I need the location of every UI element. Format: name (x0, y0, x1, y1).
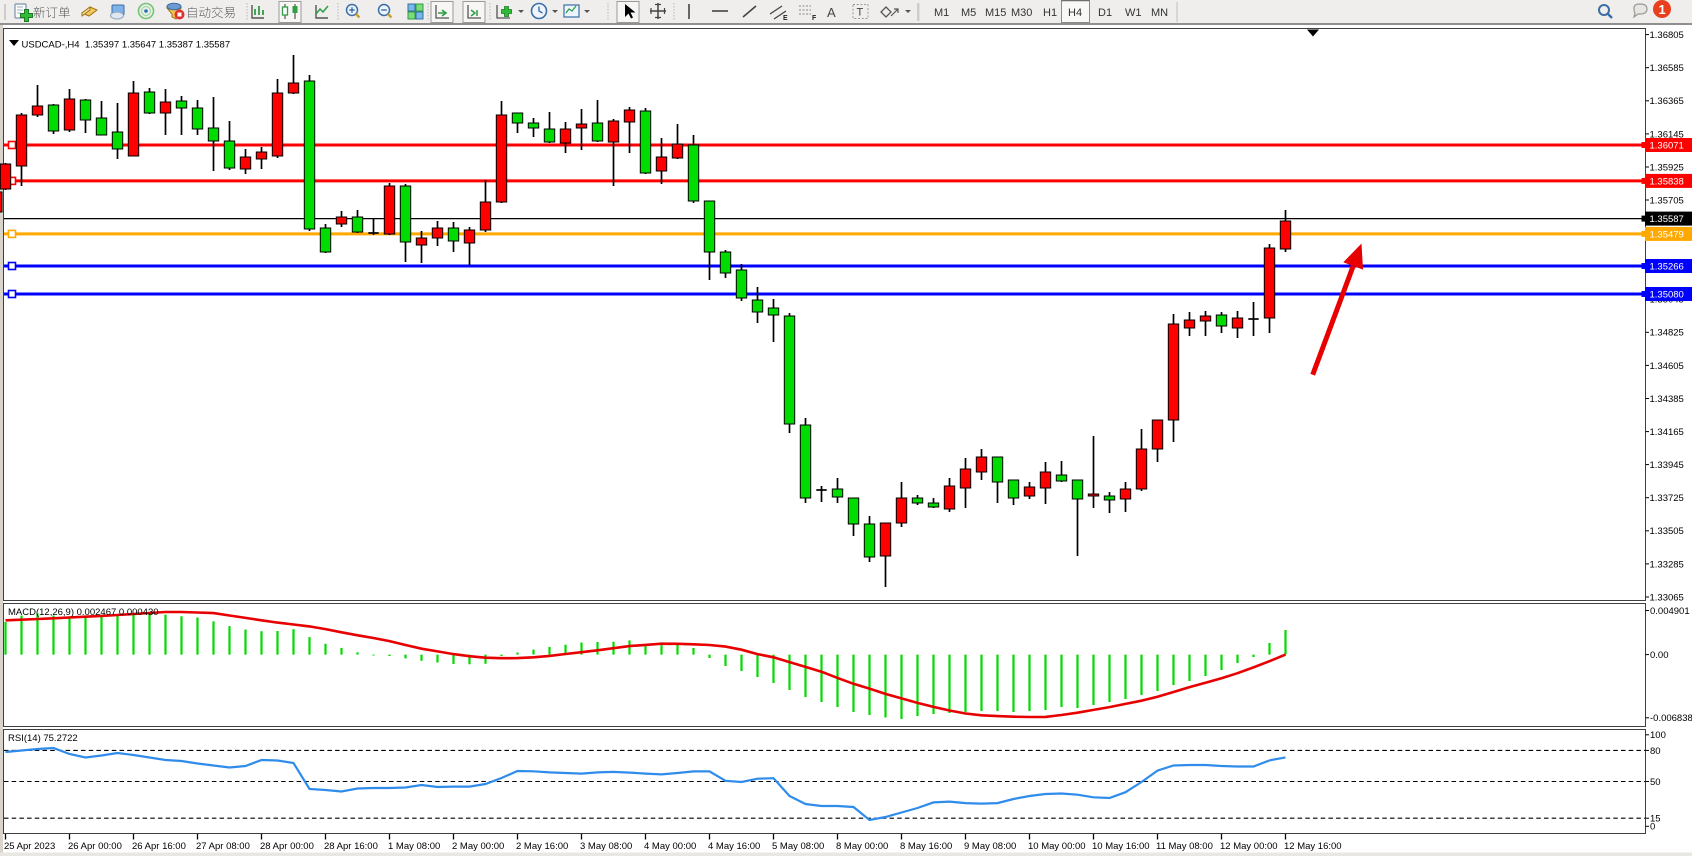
svg-text:D1: D1 (1098, 7, 1112, 19)
svg-text:1 May 08:00: 1 May 08:00 (388, 841, 440, 852)
svg-text:1: 1 (1659, 2, 1666, 17)
svg-text:12 May 00:00: 12 May 00:00 (1220, 841, 1278, 852)
svg-text:M1: M1 (934, 7, 949, 19)
svg-text:8 May 00:00: 8 May 00:00 (836, 841, 888, 852)
svg-text:H4: H4 (1068, 7, 1082, 19)
svg-text:1.33285: 1.33285 (1650, 559, 1684, 570)
svg-text:2 May 00:00: 2 May 00:00 (452, 841, 504, 852)
svg-text:1.33505: 1.33505 (1650, 526, 1684, 537)
svg-text:F: F (812, 15, 817, 22)
svg-text:1.36071: 1.36071 (1650, 141, 1684, 152)
svg-text:1.34165: 1.34165 (1650, 427, 1684, 438)
svg-text:1.35479: 1.35479 (1650, 230, 1684, 241)
svg-text:M15: M15 (985, 7, 1006, 19)
svg-text:0.004901: 0.004901 (1650, 606, 1690, 617)
svg-text:28 Apr 00:00: 28 Apr 00:00 (260, 841, 314, 852)
svg-text:12 May 16:00: 12 May 16:00 (1284, 841, 1342, 852)
svg-text:11 May 08:00: 11 May 08:00 (1156, 841, 1213, 852)
svg-text:26 Apr 00:00: 26 Apr 00:00 (68, 841, 122, 852)
svg-text:RSI(14) 75.2722: RSI(14) 75.2722 (8, 733, 78, 744)
svg-text:1.35266: 1.35266 (1650, 262, 1684, 273)
svg-text:M5: M5 (961, 7, 976, 19)
svg-text:0.00: 0.00 (1650, 650, 1669, 661)
svg-text:1.34605: 1.34605 (1650, 361, 1684, 372)
svg-text:1.35838: 1.35838 (1650, 177, 1684, 188)
svg-text:1.33065: 1.33065 (1650, 592, 1684, 603)
svg-text:25 Apr 2023: 25 Apr 2023 (4, 841, 55, 852)
svg-text:T: T (857, 7, 864, 19)
svg-text:27 Apr 08:00: 27 Apr 08:00 (196, 841, 250, 852)
svg-text:1.36365: 1.36365 (1650, 96, 1684, 107)
svg-text:1.34385: 1.34385 (1650, 394, 1684, 405)
svg-text:3 May 08:00: 3 May 08:00 (580, 841, 632, 852)
svg-text:1.35080: 1.35080 (1650, 290, 1684, 301)
svg-text:10 May 16:00: 10 May 16:00 (1092, 841, 1150, 852)
svg-text:8 May 16:00: 8 May 16:00 (900, 841, 952, 852)
svg-text:E: E (783, 15, 788, 22)
svg-text:1.33945: 1.33945 (1650, 460, 1684, 471)
svg-text:1.36805: 1.36805 (1650, 30, 1684, 41)
svg-text:USDCAD-,H4 1.35397 1.35647 1.: USDCAD-,H4 1.35397 1.35647 1.35387 1.355… (22, 40, 231, 51)
svg-text:1.36585: 1.36585 (1650, 63, 1684, 74)
svg-text:100: 100 (1650, 730, 1666, 741)
svg-text:15: 15 (1650, 814, 1661, 825)
svg-text:-0.006838: -0.006838 (1650, 713, 1692, 724)
svg-text:28 Apr 16:00: 28 Apr 16:00 (324, 841, 378, 852)
svg-text:4 May 00:00: 4 May 00:00 (644, 841, 696, 852)
svg-text:0: 0 (1650, 822, 1655, 833)
svg-text:1.35705: 1.35705 (1650, 195, 1684, 206)
svg-text:26 Apr 16:00: 26 Apr 16:00 (132, 841, 186, 852)
svg-text:1.34825: 1.34825 (1650, 328, 1684, 339)
svg-text:80: 80 (1650, 746, 1661, 757)
svg-text:1.36145: 1.36145 (1650, 129, 1684, 140)
svg-text:MACD(12,26,9) 0.002467 0.00043: MACD(12,26,9) 0.002467 0.000430 (8, 607, 159, 618)
svg-text:H1: H1 (1043, 7, 1057, 19)
svg-text:1.33725: 1.33725 (1650, 493, 1684, 504)
svg-text:9 May 08:00: 9 May 08:00 (964, 841, 1016, 852)
svg-text:50: 50 (1650, 777, 1661, 788)
svg-text:5 May 08:00: 5 May 08:00 (772, 841, 824, 852)
svg-text:1.35925: 1.35925 (1650, 162, 1684, 173)
svg-text:W1: W1 (1125, 7, 1142, 19)
svg-text:1.35587: 1.35587 (1650, 214, 1684, 225)
svg-text:4 May 16:00: 4 May 16:00 (708, 841, 760, 852)
svg-text:A: A (827, 5, 836, 20)
svg-text:M30: M30 (1011, 7, 1032, 19)
svg-text:MN: MN (1151, 7, 1168, 19)
svg-text:2 May 16:00: 2 May 16:00 (516, 841, 568, 852)
svg-text:10 May 00:00: 10 May 00:00 (1028, 841, 1086, 852)
